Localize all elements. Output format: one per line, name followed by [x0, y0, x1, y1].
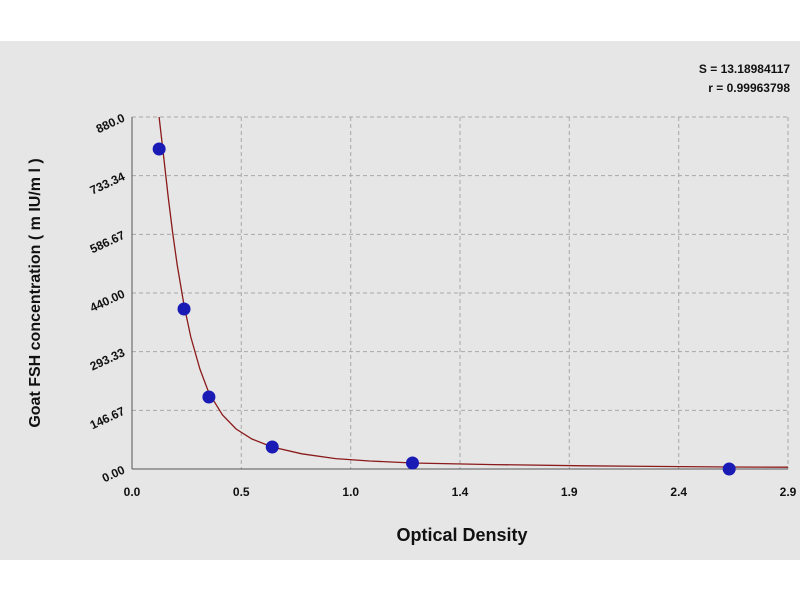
grid-lines [132, 116, 789, 469]
chart-svg: 0.0 0.5 1.0 1.4 1.9 2.4 2.9 0.00 146.67 293.33 44… [27, 62, 797, 545]
data-point [405, 456, 419, 470]
data-point [202, 390, 216, 404]
y-tick-label: 293.33 [88, 345, 127, 373]
x-tick-label: 1.9 [561, 485, 578, 499]
y-tick-label: 880.0 [94, 111, 127, 137]
y-tick-label: 0.00 [100, 463, 127, 486]
axes [131, 117, 788, 470]
x-tick-label: 1.4 [452, 485, 469, 499]
annotation-r: r = 0.99963798 [708, 81, 790, 95]
x-tick-label: 2.4 [670, 485, 687, 499]
y-tick-label: 440.00 [88, 287, 127, 315]
chart-frame: 0.0 0.5 1.0 1.4 1.9 2.4 2.9 0.00 146.67 293.33 44… [0, 41, 800, 560]
data-point [152, 142, 166, 156]
data-point [265, 440, 279, 454]
annotation-s: S = 13.18984117 [699, 62, 790, 76]
x-tick-labels: 0.0 0.5 1.0 1.4 1.9 2.4 2.9 [124, 485, 797, 499]
x-tick-label: 0.0 [124, 485, 141, 499]
y-tick-label: 733.34 [88, 169, 127, 197]
y-tick-label: 586.67 [88, 228, 127, 256]
data-points [152, 142, 736, 476]
y-axis-label: Goat FSH concentration ( m IU/m l ) [27, 158, 44, 427]
x-axis-label: Optical Density [396, 525, 527, 545]
x-tick-label: 2.9 [780, 485, 797, 499]
data-point [177, 302, 191, 316]
fit-curve [158, 116, 789, 468]
x-tick-label: 0.5 [233, 485, 250, 499]
data-point [722, 462, 736, 476]
x-tick-label: 1.0 [342, 485, 359, 499]
y-tick-labels: 0.00 146.67 293.33 440.00 586.67 733.34 880.0 [88, 111, 127, 486]
y-tick-label: 146.67 [88, 404, 127, 432]
